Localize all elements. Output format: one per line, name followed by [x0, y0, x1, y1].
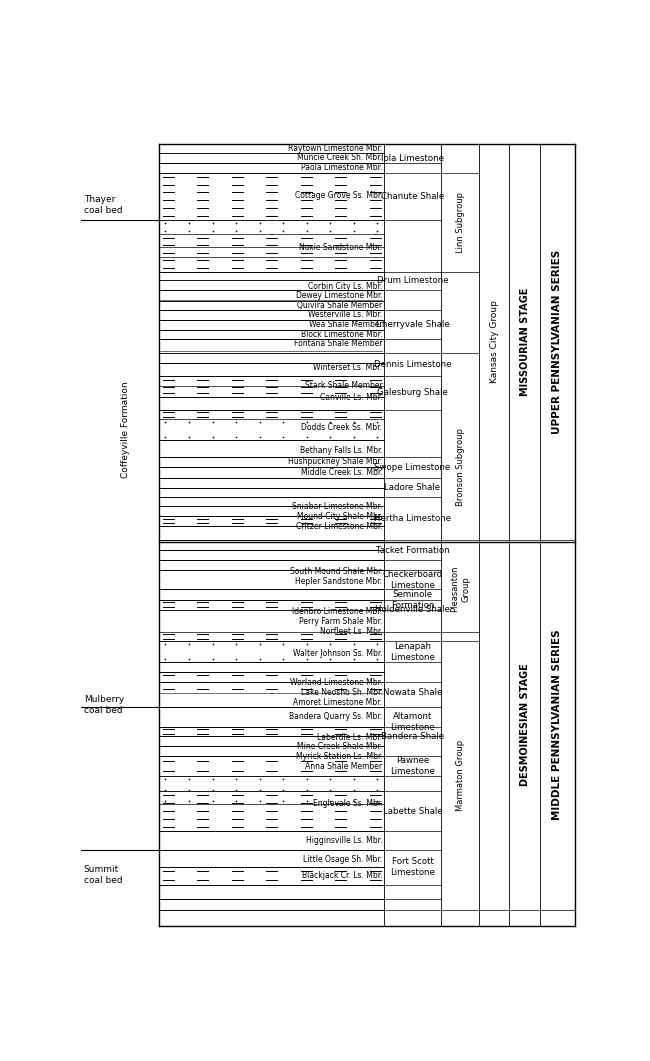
Text: Iola Limestone: Iola Limestone [381, 154, 444, 163]
Text: Critzer Limestone Mbr.: Critzer Limestone Mbr. [296, 522, 382, 530]
Text: Walter Johnson Ss. Mbr.: Walter Johnson Ss. Mbr. [292, 648, 382, 658]
Text: Dennis Limestone: Dennis Limestone [374, 360, 451, 369]
Text: MIDDLE PENNSYLVANIAN SERIES: MIDDLE PENNSYLVANIAN SERIES [552, 629, 562, 820]
Text: Stark Shale Member: Stark Shale Member [305, 381, 382, 390]
Text: Little Osage Sh. Mbr.: Little Osage Sh. Mbr. [304, 855, 382, 865]
Text: Chanute Shale: Chanute Shale [381, 192, 444, 201]
Text: DESMOINESIAN STAGE: DESMOINESIAN STAGE [519, 663, 530, 786]
Text: Raytown Limestone Mbr.: Raytown Limestone Mbr. [288, 143, 382, 153]
Text: Lenapah
Limestone: Lenapah Limestone [390, 642, 435, 661]
Text: Seminole
Formation: Seminole Formation [391, 590, 434, 610]
Text: Linn Subgroup: Linn Subgroup [456, 192, 465, 253]
Text: Norfleet Ls. Mbr.: Norfleet Ls. Mbr. [320, 627, 382, 636]
Text: Cottage Grove Ss. Mbr.: Cottage Grove Ss. Mbr. [294, 191, 382, 199]
Text: Amoret Limestone Mbr.: Amoret Limestone Mbr. [294, 698, 382, 707]
Text: Englevale Ss. Mbr.: Englevale Ss. Mbr. [313, 799, 382, 808]
Text: Perry Farm Shale Mbr.: Perry Farm Shale Mbr. [299, 618, 382, 626]
Text: Bronson Subgroup: Bronson Subgroup [456, 428, 465, 506]
Text: UPPER PENNSYLVANIAN SERIES: UPPER PENNSYLVANIAN SERIES [552, 249, 562, 434]
Text: Bethany Falls Ls. Mbr.: Bethany Falls Ls. Mbr. [300, 447, 382, 455]
Text: Galesburg Shale: Galesburg Shale [377, 388, 448, 397]
Text: Blackjack Cr. Ls. Mbr.: Blackjack Cr. Ls. Mbr. [302, 871, 382, 881]
Text: Mulberry
coal bed: Mulberry coal bed [84, 695, 124, 715]
Text: Higginsville Ls. Mbr.: Higginsville Ls. Mbr. [306, 836, 382, 846]
Text: Tacket Formation: Tacket Formation [376, 545, 449, 555]
Text: Corbin City Ls. Mbr.: Corbin City Ls. Mbr. [308, 282, 382, 291]
Text: MISSOURIAN STAGE: MISSOURIAN STAGE [519, 288, 530, 396]
Text: South Mound Shale Mbr.: South Mound Shale Mbr. [290, 567, 382, 576]
Text: Westerville Ls. Mbr.: Westerville Ls. Mbr. [308, 310, 382, 319]
Text: Ladore Shale: Ladore Shale [384, 483, 441, 491]
Text: Hepler Sandstone Mbr.: Hepler Sandstone Mbr. [296, 577, 382, 587]
Text: Muncie Creek Sh. Mbr.: Muncie Creek Sh. Mbr. [298, 154, 382, 162]
Text: Middle Creek Ls. Mbr.: Middle Creek Ls. Mbr. [301, 468, 382, 476]
Text: Mine Creek Shale Mbr.: Mine Creek Shale Mbr. [297, 743, 382, 751]
Text: Quivira Shale Member: Quivira Shale Member [297, 301, 382, 310]
Text: Marmaton Group: Marmaton Group [456, 740, 465, 812]
Text: Fort Scott
Limestone: Fort Scott Limestone [390, 857, 435, 876]
Text: Sniabar Limestone Mbr.: Sniabar Limestone Mbr. [292, 502, 382, 511]
Text: Bandera Shale: Bandera Shale [381, 732, 444, 741]
Text: Dodds Creek Ss. Mbr.: Dodds Creek Ss. Mbr. [302, 423, 382, 433]
Text: Bandera Quarry Ss. Mbr.: Bandera Quarry Ss. Mbr. [289, 712, 382, 720]
Text: Altamont
Limestone: Altamont Limestone [390, 712, 435, 732]
Text: Pleasanton
Group: Pleasanton Group [450, 566, 470, 612]
Text: Coffeyville Formation: Coffeyville Formation [121, 381, 130, 477]
Text: Dewey Limestone Mbr.: Dewey Limestone Mbr. [296, 291, 382, 300]
Text: Block Limestone Mbr.: Block Limestone Mbr. [301, 330, 382, 338]
Text: Thayer
coal bed: Thayer coal bed [84, 195, 122, 214]
Text: Myrick Station Ls. Mbr.: Myrick Station Ls. Mbr. [296, 752, 382, 762]
Text: Canville Ls. Mbr.: Canville Ls. Mbr. [320, 394, 382, 402]
Text: Mound City Shale Mbr.: Mound City Shale Mbr. [297, 511, 382, 521]
Text: Anna Shale Member: Anna Shale Member [306, 762, 382, 771]
Text: Hushpuckney Shale Mbr.: Hushpuckney Shale Mbr. [288, 457, 382, 466]
Text: Drum Limestone: Drum Limestone [376, 277, 448, 285]
Text: Noxie Sandstone Mbr.: Noxie Sandstone Mbr. [300, 243, 382, 251]
Text: Kansas City Group: Kansas City Group [490, 300, 499, 383]
Text: Worland Limestone Mbr.: Worland Limestone Mbr. [290, 678, 382, 688]
Text: Paola Limestone Mbr.: Paola Limestone Mbr. [301, 163, 382, 172]
Text: Laberdie Ls. Mbr.: Laberdie Ls. Mbr. [317, 733, 382, 742]
Text: Cherryvale Shale: Cherryvale Shale [376, 320, 449, 329]
Text: Fontana Shale Member: Fontana Shale Member [294, 338, 382, 348]
Text: Lake Neosho Sh. Mbr.: Lake Neosho Sh. Mbr. [300, 689, 382, 697]
Text: Pawnee
Limestone: Pawnee Limestone [390, 756, 435, 776]
Text: Winterset Ls. Mbr.: Winterset Ls. Mbr. [313, 363, 382, 371]
Text: Swope Limestone: Swope Limestone [374, 463, 450, 472]
Text: Idenbro Limestone Mbr.: Idenbro Limestone Mbr. [292, 607, 382, 615]
Text: Hertha Limestone: Hertha Limestone [374, 514, 451, 523]
Text: Wea Shale Member: Wea Shale Member [309, 319, 382, 329]
Text: Summit
coal bed: Summit coal bed [84, 865, 122, 885]
Text: Nowata Shale: Nowata Shale [383, 689, 442, 697]
Text: Holdenville Shale: Holdenville Shale [375, 605, 450, 614]
Text: Labette Shale: Labette Shale [383, 807, 443, 817]
Text: Checkerboard
Limestone: Checkerboard Limestone [382, 570, 443, 590]
